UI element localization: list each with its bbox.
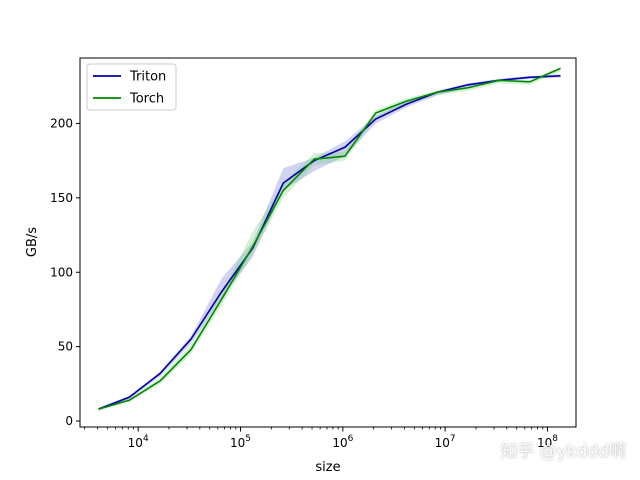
x-axis-label: size	[315, 460, 340, 475]
band-triton	[98, 74, 561, 411]
legend-label-torch: Torch	[129, 92, 164, 107]
legend: Triton Torch	[86, 63, 177, 111]
x-tick-label: 107	[435, 434, 456, 450]
y-tick-label: 200	[50, 116, 73, 130]
band-torch	[98, 66, 561, 411]
x-tick-label: 104	[128, 434, 149, 450]
x-axis: 104 105 106 107 108	[84, 427, 558, 450]
line-torch	[98, 67, 561, 410]
y-axis-label: GB/s	[25, 227, 40, 257]
x-tick-label: 105	[230, 434, 251, 450]
x-tick-label: 108	[537, 434, 558, 450]
y-tick-label: 100	[50, 265, 73, 279]
x-tick-label: 106	[332, 434, 353, 450]
y-tick-label: 150	[50, 191, 73, 205]
plot-frame	[79, 57, 577, 428]
confidence-bands	[98, 66, 561, 411]
series-lines	[98, 67, 561, 410]
y-axis: 0 50 100 150 200	[50, 116, 80, 428]
line-triton	[98, 75, 561, 410]
y-tick-label: 50	[58, 340, 73, 354]
y-tick-label: 0	[65, 414, 73, 428]
legend-label-triton: Triton	[129, 70, 166, 85]
watermark: 知乎 @ykddd啊	[500, 442, 626, 462]
